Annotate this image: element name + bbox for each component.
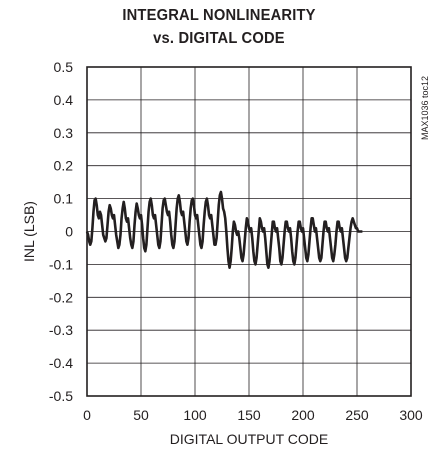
x-tick-label: 100	[183, 407, 207, 423]
y-tick-label: 0.4	[54, 92, 74, 108]
x-axis-label: DIGITAL OUTPUT CODE	[170, 431, 328, 447]
plot-frame	[86, 66, 412, 397]
y-axis-label: INL (LSB)	[21, 201, 37, 262]
y-tick-label: 0.3	[54, 125, 74, 141]
y-tick-labels: 0.5 0.4 0.3 0.2 0.1 0 -0.1 -0.2 -0.3 -0.4 -0.5	[49, 59, 73, 404]
y-tick-label: 0.1	[54, 191, 74, 207]
x-tick-label: 200	[291, 407, 315, 423]
x-tick-label: 300	[399, 407, 423, 423]
x-tick-label: 0	[83, 407, 91, 423]
x-tick-label: 50	[133, 407, 149, 423]
x-tick-label: 150	[237, 407, 261, 423]
y-tick-label: -0.4	[49, 355, 73, 371]
y-tick-label: 0	[65, 224, 73, 240]
series-lines	[85, 190, 363, 269]
y-tick-label: -0.1	[49, 256, 73, 272]
y-tick-label: 0.5	[54, 59, 74, 75]
y-tick-label: -0.2	[49, 289, 73, 305]
x-tick-label: 250	[345, 407, 369, 423]
chart-title-line1: INTEGRAL NONLINEARITY	[122, 7, 316, 24]
chart-title-line2: vs. DIGITAL CODE	[153, 30, 285, 47]
x-tick-labels: 0 50 100 150 200 250 300	[83, 407, 423, 423]
y-tick-label: 0.2	[54, 158, 74, 174]
side-note: MAX1036 toc12	[420, 76, 430, 140]
y-tick-label: -0.3	[49, 322, 73, 338]
inl-series-line	[85, 190, 363, 269]
y-tick-label: -0.5	[49, 388, 73, 404]
